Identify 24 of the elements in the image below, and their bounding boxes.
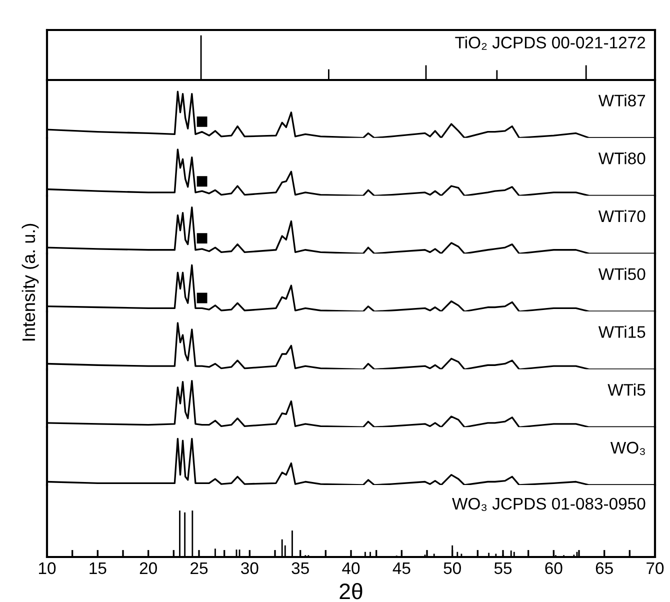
x-axis-title: 2θ xyxy=(340,582,362,600)
x-tick-label: 15 xyxy=(90,562,106,574)
series-label: TiO₂ JCPDS 00-021-1272 xyxy=(455,36,646,50)
x-tick-label: 65 xyxy=(596,562,613,574)
x-tick-label: 25 xyxy=(190,562,208,574)
x-tick-label: 20 xyxy=(140,562,157,574)
x-tick-label: 45 xyxy=(392,562,410,574)
x-tick-label: 30 xyxy=(241,562,258,574)
x-tick-label: 55 xyxy=(494,562,512,574)
series-label: WTi5 xyxy=(608,384,646,396)
x-tick-label: 10 xyxy=(39,562,56,574)
x-tick-label: 40 xyxy=(342,562,360,574)
series-label: WO₃ xyxy=(610,442,645,455)
x-tick-label: 50 xyxy=(444,562,461,574)
series-label: WTi50 xyxy=(598,268,646,280)
x-tick-label: 60 xyxy=(545,562,562,574)
x-tick-label: 70 xyxy=(646,562,664,574)
text: WO₃ JCPDS 01-083-0950 xyxy=(452,498,646,511)
series-label: WTi80 xyxy=(598,152,646,164)
series-label: WTi87 xyxy=(598,94,646,106)
x-tick-label: 35 xyxy=(292,562,309,574)
series-label: WTi15 xyxy=(598,326,646,338)
series-label: WTi70 xyxy=(598,210,646,222)
y-axis-title: Intensity (a. u.) xyxy=(22,224,39,341)
